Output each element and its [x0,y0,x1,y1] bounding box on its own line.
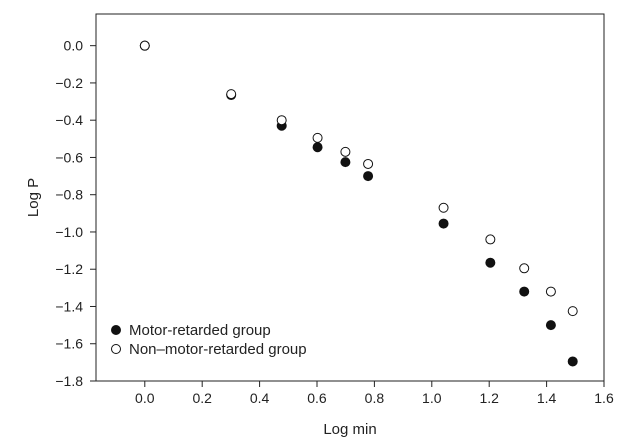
x-tick-label: 1.2 [479,390,499,406]
y-tick-label: −1.6 [55,336,83,352]
point-filled [438,218,449,229]
y-tick-label: −1.2 [55,261,83,277]
x-tick-label: 1.6 [594,390,614,406]
point-open [139,40,150,51]
x-tick-label: 0.0 [135,390,155,406]
y-tick-label: −1.4 [55,298,83,314]
point-filled [485,257,496,268]
x-axis: 0.0 0.2 0.4 0.6 0.8 1.0 1.2 1.4 1.6 [135,381,614,406]
y-axis-title: Log P [25,178,42,217]
point-open [545,286,556,297]
legend-label: Motor-retarded group [129,322,271,339]
x-axis-title: Log min [323,421,376,438]
x-tick-label: 1.0 [422,390,442,406]
x-tick-label: 1.4 [537,390,557,406]
point-open [340,146,351,157]
point-filled [363,171,374,182]
point-filled [545,320,556,331]
plot-frame [95,13,605,382]
y-axis: 0.0 −0.2 −0.4 −0.6 −0.8 −1.0 −1.2 −1.4 −1.6 −1.8 [55,38,96,389]
legend-label: Non–motor-retarded group [129,341,307,358]
point-filled [519,286,530,297]
y-tick-label: −0.6 [55,149,83,165]
x-tick-label: 0.4 [250,390,270,406]
legend-marker [111,325,121,335]
y-tick-label: 0.0 [64,38,84,54]
plot-border [95,13,605,382]
y-tick-label: −0.8 [55,187,83,203]
x-tick-label: 0.6 [307,390,327,406]
x-tick-label: 0.2 [192,390,212,406]
y-tick-label: −1.0 [55,224,83,240]
point-open [226,89,237,100]
point-filled [340,157,351,168]
legend-marker [111,344,121,354]
y-tick-label: −0.4 [55,112,83,128]
point-open [567,306,578,317]
point-filled [312,142,323,153]
point-open [438,202,449,213]
point-open [276,115,287,126]
y-tick-label: −1.8 [55,373,83,389]
series-layer [139,40,578,367]
series-1 [139,40,578,367]
series-2 [139,40,578,317]
x-tick-label: 0.8 [365,390,385,406]
point-open [312,132,323,143]
legend: Motor-retarded group Non–motor-retarded g… [111,322,307,358]
point-open [363,158,374,169]
point-open [485,234,496,245]
y-tick-label: −0.2 [55,75,83,91]
point-filled [567,356,578,367]
point-open [519,263,530,274]
